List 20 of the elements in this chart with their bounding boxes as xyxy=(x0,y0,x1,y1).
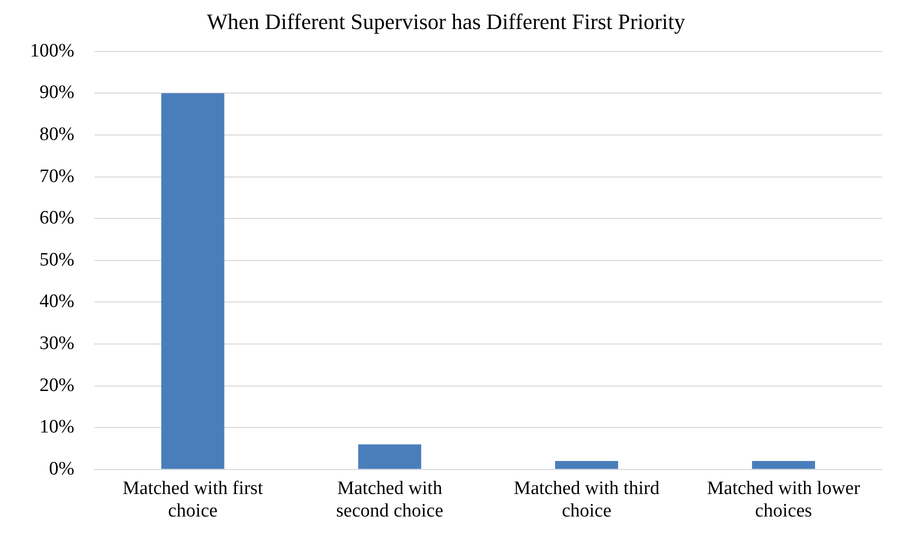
bar xyxy=(358,444,422,469)
y-tick-label: 0% xyxy=(49,458,74,480)
y-tick-label: 40% xyxy=(40,291,74,312)
x-tick-label: Matched with second choice xyxy=(336,478,444,522)
y-tick-label: 60% xyxy=(40,208,74,229)
bar xyxy=(555,461,618,469)
y-tick-label: 20% xyxy=(40,374,74,396)
y-tick-label: 70% xyxy=(40,166,74,187)
x-tick-label: Matched with third choice xyxy=(514,478,660,522)
y-tick-label: 90% xyxy=(40,82,74,104)
y-tick-label: 100% xyxy=(30,40,74,62)
bar xyxy=(752,461,816,469)
y-tick-label: 50% xyxy=(40,249,74,270)
bar xyxy=(161,93,224,469)
x-tick-label: Matched with lower choices xyxy=(707,478,861,522)
x-tick-label: Matched with first choice xyxy=(122,478,264,522)
chart-title: When Different Supervisor has Different First Priority xyxy=(206,8,686,34)
y-tick-label: 30% xyxy=(40,332,74,354)
y-tick-label: 10% xyxy=(40,416,74,438)
y-tick-label: 80% xyxy=(40,124,74,145)
